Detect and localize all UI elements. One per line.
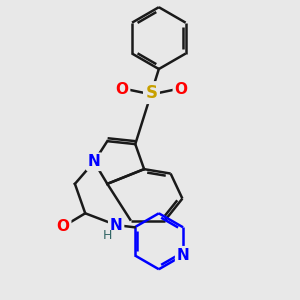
Text: H: H — [103, 229, 112, 242]
Text: N: N — [88, 154, 100, 169]
Text: O: O — [57, 219, 70, 234]
Text: N: N — [110, 218, 122, 232]
Text: O: O — [116, 82, 128, 97]
Text: N: N — [177, 248, 189, 263]
Text: S: S — [146, 84, 158, 102]
Text: O: O — [174, 82, 188, 97]
